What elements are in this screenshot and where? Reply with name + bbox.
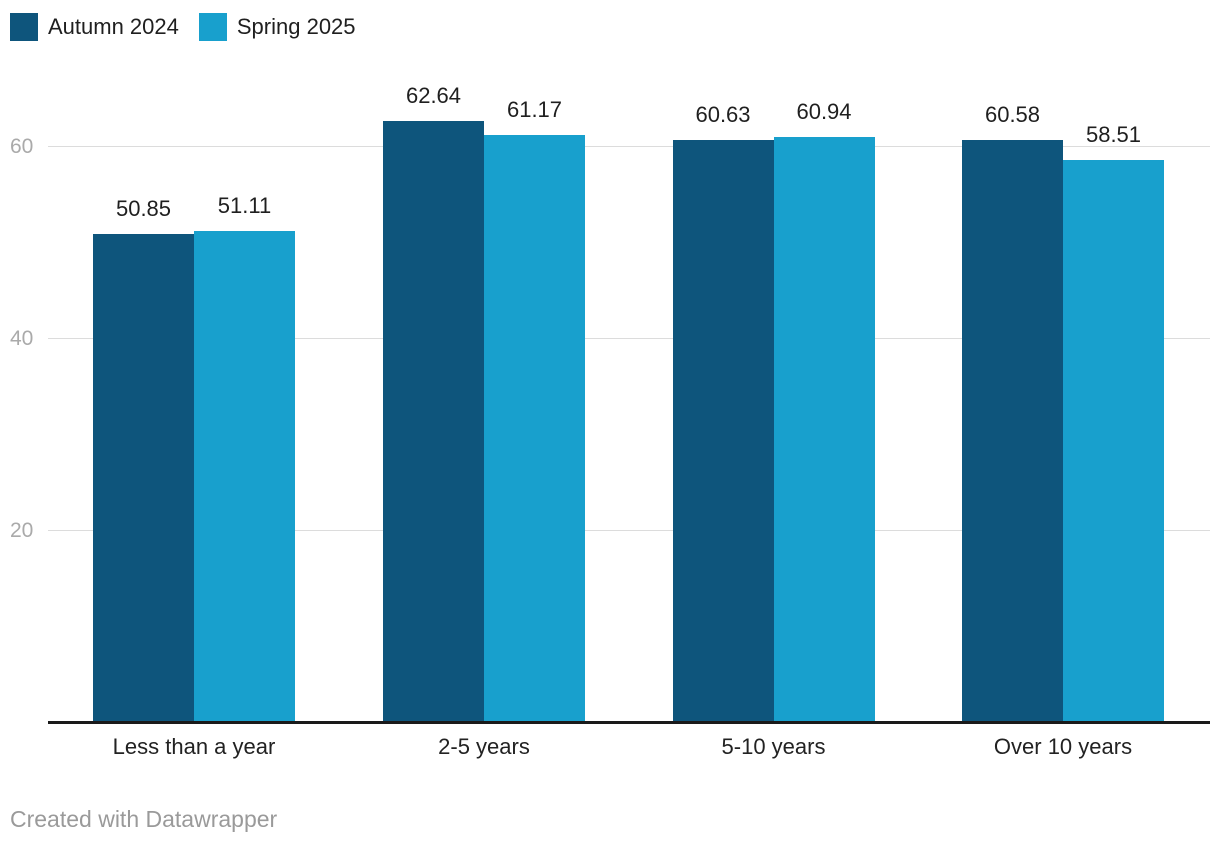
bar-value-label: 58.51	[1085, 122, 1142, 148]
y-gridline	[48, 338, 1210, 339]
bar-spring-2025[interactable]	[773, 136, 875, 722]
legend-item: Autumn 2024	[10, 13, 179, 41]
bar-value-label: 51.11	[217, 193, 272, 219]
bar-value-label: 62.64	[405, 82, 462, 108]
legend-label: Spring 2025	[236, 14, 356, 39]
bar-spring-2025[interactable]	[1063, 160, 1164, 722]
category-label: 5-10 years	[721, 734, 826, 759]
category-label: Less than a year	[112, 734, 276, 759]
y-tick-label: 20	[10, 519, 34, 542]
category-label: Over 10 years	[993, 734, 1133, 759]
y-tick-label: 60	[10, 135, 34, 158]
bar-value-label: 50.85	[115, 195, 172, 221]
attribution-text: Created with Datawrapper	[10, 806, 278, 832]
bar-autumn-2024[interactable]	[93, 233, 194, 722]
legend: Autumn 2024 Spring 2025	[10, 13, 356, 41]
bar-autumn-2024[interactable]	[383, 120, 484, 722]
bar-autumn-2024[interactable]	[672, 139, 774, 722]
category-label: 2-5 years	[438, 734, 530, 759]
bar-spring-2025[interactable]	[194, 231, 295, 722]
x-axis-line	[48, 721, 1210, 724]
y-gridline	[48, 530, 1210, 531]
y-tick-label: 40	[10, 327, 34, 350]
bar-value-label: 60.63	[695, 101, 751, 127]
y-gridline	[48, 146, 1210, 147]
legend-label: Autumn 2024	[48, 14, 179, 39]
bar-value-label: 60.94	[796, 98, 852, 124]
legend-item: Spring 2025	[198, 13, 356, 41]
bar-value-label: 61.17	[506, 96, 563, 122]
legend-swatch	[198, 13, 227, 41]
legend-swatch	[10, 13, 38, 41]
bar-spring-2025[interactable]	[484, 134, 585, 722]
bar-autumn-2024[interactable]	[962, 140, 1063, 722]
bar-value-label: 60.58	[984, 102, 1041, 128]
